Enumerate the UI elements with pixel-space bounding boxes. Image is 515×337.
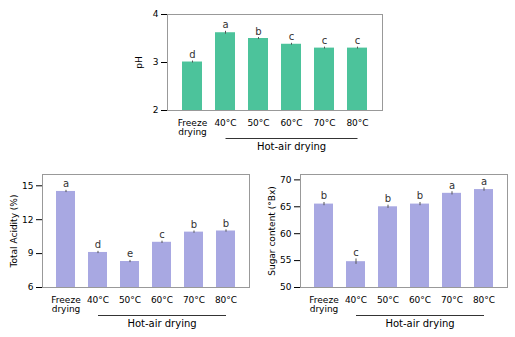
svg-text:d: d (95, 239, 101, 250)
svg-text:pH: pH (134, 56, 144, 68)
svg-text:15: 15 (22, 181, 33, 191)
svg-text:70: 70 (280, 175, 292, 185)
svg-text:a: a (481, 176, 487, 187)
svg-text:60°C: 60°C (280, 118, 302, 128)
svg-text:Sugar content (°Bx): Sugar content (°Bx) (267, 186, 277, 276)
svg-text:50°C: 50°C (377, 295, 399, 305)
svg-text:b: b (255, 26, 261, 37)
svg-text:b: b (385, 193, 391, 204)
svg-text:70°C: 70°C (441, 295, 463, 305)
svg-text:50°C: 50°C (247, 118, 269, 128)
svg-text:6: 6 (28, 282, 34, 292)
svg-text:c: c (353, 247, 359, 258)
svg-text:40°C: 40°C (345, 295, 367, 305)
svg-text:Hot-air drying: Hot-air drying (257, 141, 326, 152)
svg-text:70°C: 70°C (313, 118, 335, 128)
svg-text:60°C: 60°C (151, 295, 173, 305)
svg-text:50°C: 50°C (119, 295, 141, 305)
svg-text:b: b (191, 219, 197, 230)
svg-text:c: c (159, 229, 165, 240)
svg-text:60: 60 (280, 229, 292, 239)
svg-text:80°C: 80°C (346, 118, 368, 128)
svg-text:b: b (321, 190, 327, 201)
svg-text:3: 3 (153, 57, 159, 67)
svg-text:80°C: 80°C (473, 295, 495, 305)
svg-text:Total Acidity (%): Total Acidity (%) (9, 195, 19, 269)
svg-text:55: 55 (280, 255, 291, 265)
svg-text:80°C: 80°C (215, 295, 237, 305)
svg-text:c: c (289, 31, 295, 42)
svg-text:c: c (322, 35, 328, 46)
svg-text:b: b (417, 190, 423, 201)
svg-text:Freezedrying: Freezedrying (178, 118, 208, 137)
svg-text:Freezedrying: Freezedrying (309, 295, 339, 314)
svg-text:50: 50 (280, 282, 292, 292)
svg-text:4: 4 (153, 9, 159, 19)
svg-text:40°C: 40°C (87, 295, 109, 305)
svg-text:a: a (449, 180, 455, 191)
svg-text:a: a (63, 178, 69, 189)
svg-text:12: 12 (22, 215, 33, 225)
svg-text:Freezedrying: Freezedrying (51, 295, 81, 314)
svg-text:d: d (189, 49, 195, 60)
svg-text:2: 2 (153, 105, 159, 115)
svg-text:9: 9 (28, 248, 34, 258)
svg-text:Hot-air drying: Hot-air drying (127, 318, 196, 329)
svg-text:70°C: 70°C (183, 295, 205, 305)
svg-text:a: a (222, 19, 228, 30)
svg-text:65: 65 (280, 202, 291, 212)
svg-text:c: c (355, 35, 361, 46)
svg-text:e: e (127, 248, 133, 259)
svg-text:60°C: 60°C (409, 295, 431, 305)
svg-text:Hot-air drying: Hot-air drying (385, 318, 454, 329)
svg-text:40°C: 40°C (214, 118, 236, 128)
svg-text:b: b (223, 218, 229, 229)
